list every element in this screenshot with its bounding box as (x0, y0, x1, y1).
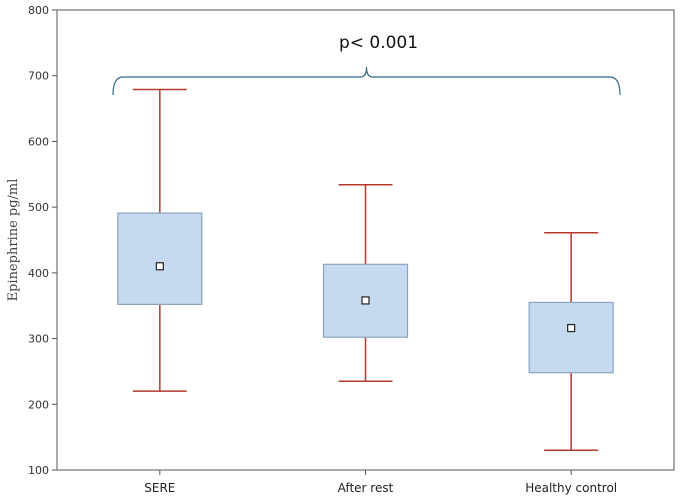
x-category-label: SERE (144, 481, 175, 495)
significance-annotation: p< 0.001 (112, 33, 621, 96)
x-category-label: Healthy control (525, 481, 617, 495)
boxes (117, 88, 614, 452)
y-tick-label: 300 (28, 333, 49, 346)
y-tick-label: 500 (28, 201, 49, 214)
box-group (117, 88, 203, 392)
y-axis: 100 200 300 400 500 600 700 800 (28, 4, 57, 477)
y-tick-label: 200 (28, 398, 49, 411)
y-axis-label: Epinephrine pg/ml (6, 179, 21, 302)
mean-marker (155, 262, 164, 271)
y-tick-label: 600 (28, 135, 49, 148)
x-axis: SERE After rest Healthy control (144, 470, 617, 495)
y-tick-label: 700 (28, 70, 49, 83)
mean-marker (567, 323, 576, 333)
box-iqr (117, 212, 203, 306)
x-category-label: After rest (338, 481, 394, 495)
box-group (528, 232, 614, 452)
box-iqr (322, 263, 409, 338)
significance-bracket (112, 66, 621, 96)
box-iqr (528, 301, 614, 374)
p-value-label: p< 0.001 (339, 33, 418, 53)
box-group (322, 184, 409, 383)
y-tick-label: 400 (28, 267, 49, 280)
y-tick-label: 800 (28, 4, 49, 17)
mean-marker (361, 296, 370, 305)
y-tick-label: 100 (28, 464, 49, 477)
